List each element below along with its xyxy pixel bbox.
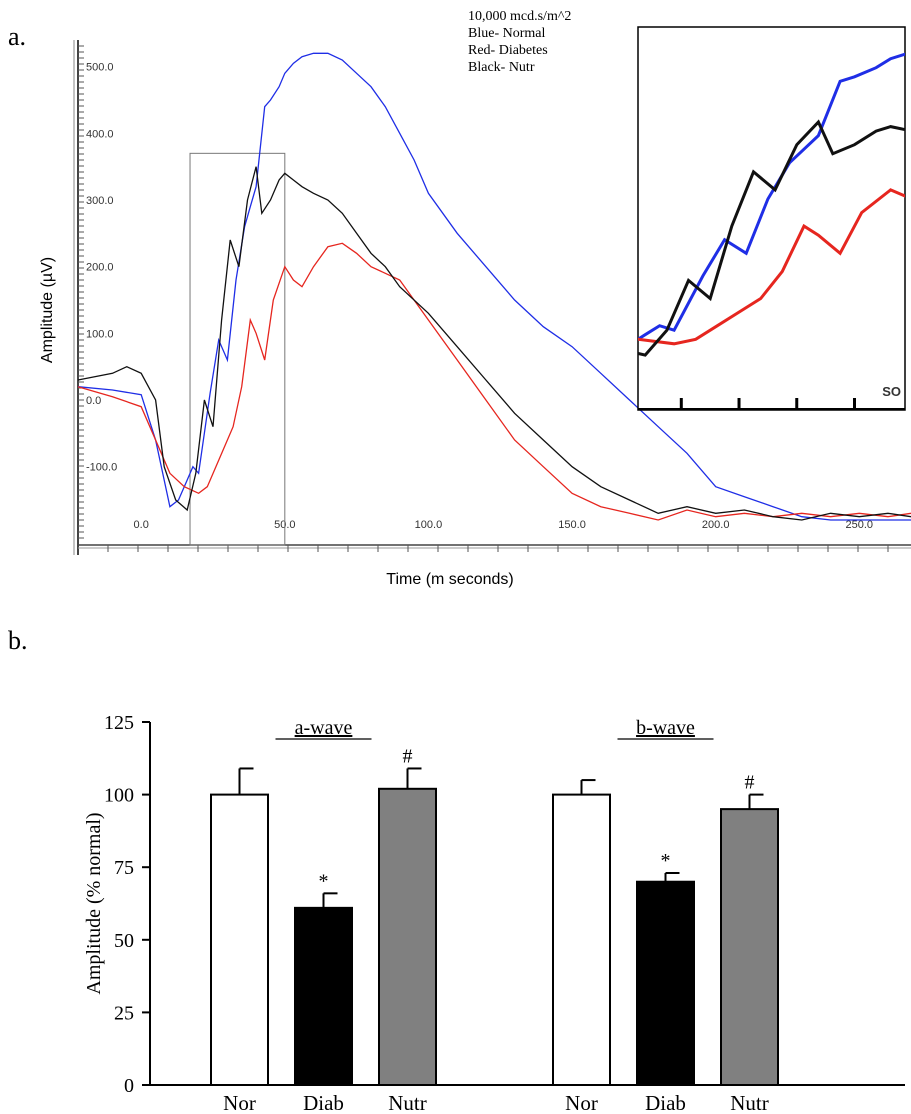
- inset-axis-fragment: SO: [882, 384, 901, 399]
- zoom-selection-box: [189, 152, 286, 546]
- series-line-normal: [77, 52, 911, 521]
- x-category-label: Diab: [645, 1091, 686, 1114]
- group-title-a-wave: a-wave: [295, 717, 353, 739]
- x-tick-label: 100.0: [415, 519, 443, 531]
- inset-series-diabetes: [638, 188, 905, 346]
- x-category-label: Nutr: [730, 1091, 769, 1114]
- y-axis-title: Amplitude (% normal): [83, 812, 105, 994]
- annotation-line-2: Blue- Normal: [468, 26, 546, 41]
- panel-label-b: b.: [8, 626, 28, 655]
- inset-series-normal: [638, 52, 905, 342]
- annotation-line-1: 10,000 mcd.s/m^2: [468, 9, 572, 24]
- inset-panel: [637, 26, 906, 411]
- bar-nutr: [720, 808, 779, 1086]
- significance-marker: *: [661, 850, 671, 872]
- y-tick-label: 400.0: [86, 128, 114, 140]
- series-line-diabetes: [77, 242, 911, 521]
- significance-marker: #: [403, 745, 413, 767]
- bar-diab: [636, 880, 695, 1086]
- y-tick-label: 50: [114, 930, 134, 952]
- y-tick-label: 100.0: [86, 328, 114, 340]
- x-category-label: Nor: [223, 1091, 256, 1114]
- y-tick-label: 500.0: [86, 62, 114, 74]
- y-tick-label: 75: [114, 857, 134, 879]
- significance-marker: #: [745, 772, 755, 794]
- y-tick-label: 300.0: [86, 195, 114, 207]
- bar-nor: [552, 793, 611, 1086]
- x-category-label: Diab: [303, 1091, 344, 1114]
- y-tick-label: 200.0: [86, 262, 114, 274]
- y-tick-label: -100.0: [86, 462, 117, 474]
- stimulus-annotation: 10,000 mcd.s/m^2 Blue- Normal Red- Diabe…: [468, 8, 571, 76]
- x-category-label: Nutr: [388, 1091, 427, 1114]
- series-line-nutr: [77, 166, 911, 521]
- annotation-line-4: Black- Nutr: [468, 60, 535, 75]
- bar-nutr: [378, 787, 437, 1086]
- inset-series-nutr: [638, 119, 905, 357]
- x-tick-label: 200.0: [702, 519, 730, 531]
- panel-label-a: a.: [8, 22, 27, 51]
- group-title-b-wave: b-wave: [636, 717, 695, 739]
- y-tick-label: 25: [114, 1002, 134, 1024]
- bar-nor: [210, 793, 269, 1086]
- bar-diab: [294, 906, 353, 1087]
- y-axis-title: Amplitude (µV): [39, 257, 56, 363]
- significance-marker: *: [319, 870, 329, 892]
- y-tick-label: 0: [124, 1075, 134, 1097]
- y-tick-label: 0.0: [86, 395, 101, 407]
- x-tick-label: 250.0: [846, 519, 874, 531]
- x-category-label: Nor: [565, 1091, 598, 1114]
- y-tick-label: 100: [104, 785, 134, 807]
- x-tick-label: 0.0: [134, 519, 149, 531]
- x-tick-label: 150.0: [558, 519, 586, 531]
- y-tick-label: 125: [104, 712, 134, 734]
- annotation-line-3: Red- Diabetes: [468, 43, 548, 58]
- x-axis-title: Time (m seconds): [386, 571, 513, 588]
